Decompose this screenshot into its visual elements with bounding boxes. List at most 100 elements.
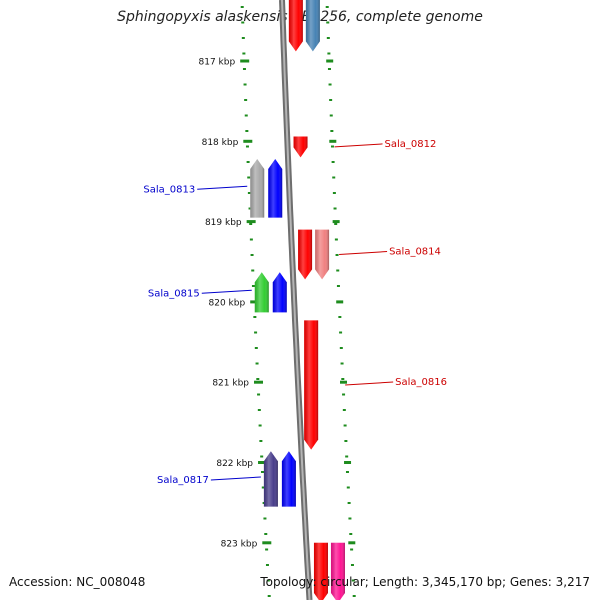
minor-tick xyxy=(338,316,342,318)
minor-tick xyxy=(350,548,354,551)
gene-arrow xyxy=(298,229,313,280)
position-label: 819 kbp xyxy=(205,218,242,228)
minor-tick xyxy=(325,6,329,8)
minor-tick xyxy=(346,486,350,489)
gene-label: Sala_0813 xyxy=(143,184,195,195)
minor-tick xyxy=(339,347,343,349)
minor-tick xyxy=(330,130,334,132)
gene-arrow xyxy=(315,229,330,280)
minor-tick xyxy=(250,254,254,256)
minor-tick xyxy=(327,52,331,55)
minor-tick xyxy=(351,579,355,582)
minor-tick xyxy=(326,21,330,24)
gene-shading xyxy=(313,542,328,600)
minor-tick xyxy=(261,486,265,489)
minor-tick xyxy=(265,564,269,566)
minor-tick xyxy=(265,548,269,551)
major-tick xyxy=(340,380,348,384)
minor-tick xyxy=(348,517,352,520)
major-tick xyxy=(336,300,344,304)
minor-tick xyxy=(245,145,249,148)
gene-label: Sala_0816 xyxy=(395,377,447,388)
gene-shading xyxy=(272,272,287,313)
position-label: 823 kbp xyxy=(221,539,258,549)
minor-tick xyxy=(344,440,348,442)
minor-tick xyxy=(330,145,334,148)
minor-tick xyxy=(341,378,345,380)
minor-tick xyxy=(242,52,246,55)
forward-track-ticks xyxy=(325,6,356,597)
minor-tick xyxy=(333,207,337,210)
minor-tick xyxy=(244,114,248,117)
minor-tick xyxy=(242,68,246,70)
major-tick xyxy=(254,380,264,384)
minor-tick xyxy=(257,409,261,411)
gene-shading xyxy=(254,272,269,313)
gene-arrow xyxy=(288,0,303,52)
minor-tick xyxy=(267,595,271,597)
gene-arrow xyxy=(330,542,345,600)
minor-tick xyxy=(342,393,346,396)
gene-label-leader xyxy=(339,251,388,256)
minor-tick xyxy=(326,37,330,39)
gene-arrow xyxy=(313,542,328,600)
minor-tick xyxy=(241,37,245,39)
minor-tick xyxy=(256,378,260,380)
major-tick xyxy=(240,59,250,63)
gene-arrow xyxy=(281,451,296,507)
gene-shading xyxy=(250,158,265,218)
major-tick xyxy=(250,300,260,304)
gene-arrow xyxy=(272,272,287,313)
gene-arrow xyxy=(250,158,265,218)
minor-tick xyxy=(249,223,253,225)
gene-arrow xyxy=(293,136,308,158)
minor-tick xyxy=(251,285,255,287)
gene-arrow xyxy=(263,451,278,507)
gene-shading xyxy=(293,136,308,158)
minor-tick xyxy=(336,285,340,287)
minor-tick xyxy=(331,161,335,163)
minor-tick xyxy=(343,424,347,427)
major-tick xyxy=(332,220,340,224)
position-label: 817 kbp xyxy=(199,58,236,68)
minor-tick xyxy=(347,502,351,504)
gene-label-leader xyxy=(345,381,394,386)
minor-tick xyxy=(247,176,251,179)
genome-backbone-highlight xyxy=(281,0,311,600)
major-tick xyxy=(258,461,268,464)
gene-shading xyxy=(263,451,278,507)
minor-tick xyxy=(260,471,264,473)
minor-tick xyxy=(352,595,356,597)
minor-tick xyxy=(255,362,259,365)
position-label: 820 kbp xyxy=(209,298,246,308)
minor-tick xyxy=(329,114,333,117)
minor-tick xyxy=(345,455,349,458)
minor-tick xyxy=(248,207,252,210)
minor-tick xyxy=(254,347,258,349)
gene-shading xyxy=(315,229,330,280)
gene-arrow xyxy=(304,320,319,450)
minor-tick xyxy=(329,99,333,101)
topology-text: Topology: circular; Length: 3,345,170 bp… xyxy=(260,575,590,589)
gene-label: Sala_0812 xyxy=(385,139,437,150)
minor-tick xyxy=(266,579,270,582)
gene-shading xyxy=(288,0,303,52)
minor-tick xyxy=(328,83,332,86)
position-label: 821 kbp xyxy=(212,379,249,389)
minor-tick xyxy=(249,238,253,241)
major-tick xyxy=(344,461,352,464)
gene-shading xyxy=(330,542,345,600)
minor-tick xyxy=(264,533,268,535)
minor-tick xyxy=(241,21,245,24)
major-tick xyxy=(262,541,272,545)
minor-tick xyxy=(254,331,258,334)
gene-label: Sala_0814 xyxy=(389,247,441,258)
gene-shading xyxy=(304,320,319,450)
gene-label-leader xyxy=(197,185,248,190)
minor-tick xyxy=(332,176,336,179)
gene-arrow xyxy=(254,272,269,313)
position-label: 822 kbp xyxy=(216,459,253,469)
minor-tick xyxy=(332,192,336,194)
